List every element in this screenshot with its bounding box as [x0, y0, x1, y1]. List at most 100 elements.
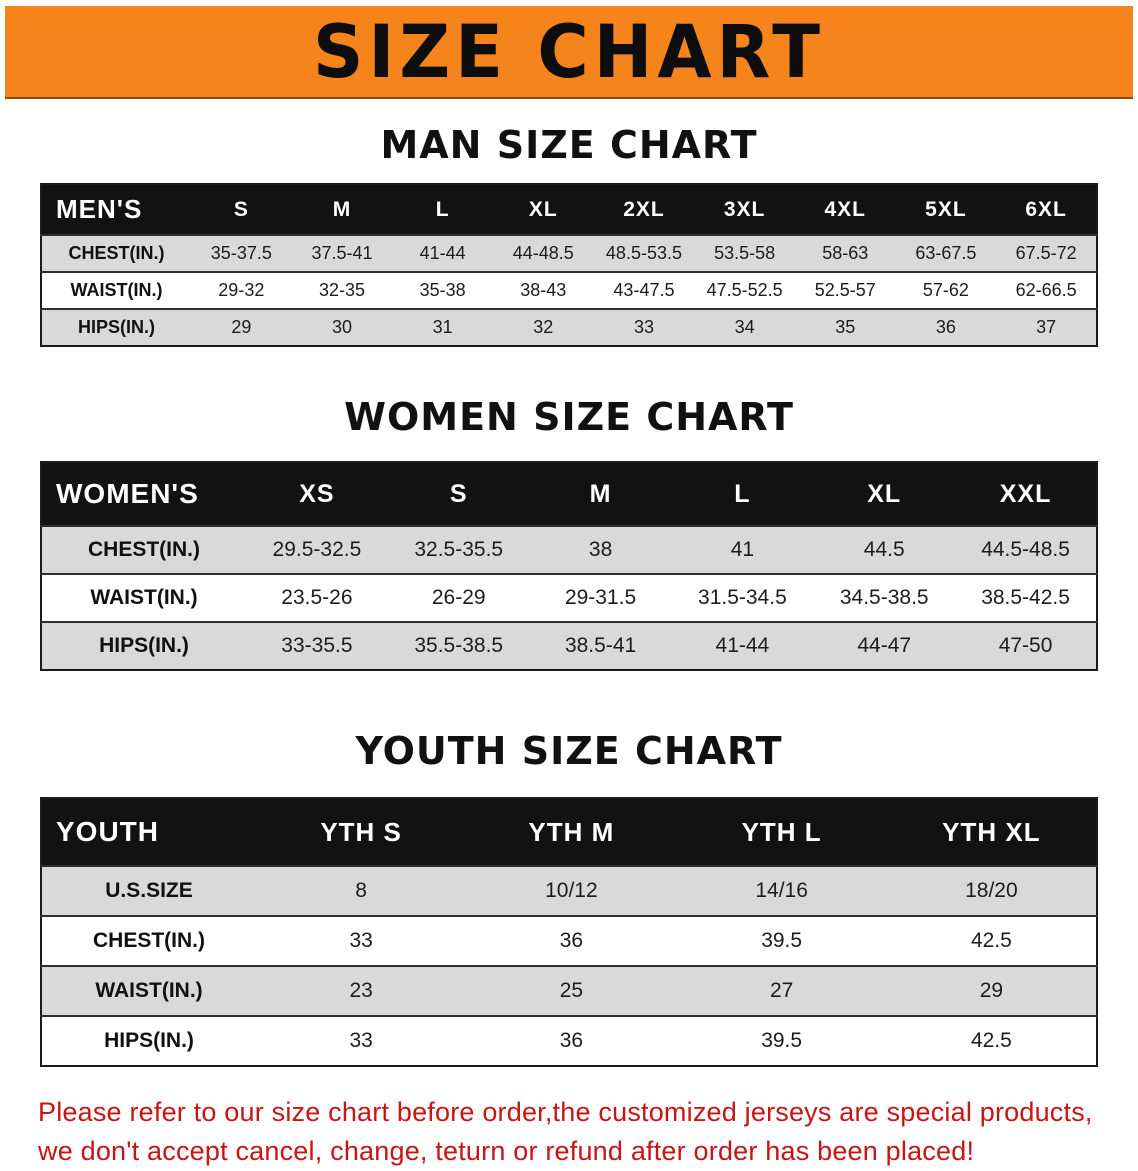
value-cell: 29 [886, 965, 1097, 1016]
table-row: CHEST(IN.) 35-37.5 37.5-41 41-44 44-48.5 48.5… [41, 234, 1097, 272]
value-cell: 38.5-41 [529, 621, 672, 670]
value-cell: 47.5-52.5 [694, 271, 795, 309]
row-label-cell: CHEST(IN.) [41, 525, 246, 574]
size-header-cell: XS [299, 479, 335, 508]
value-cell: 36 [895, 308, 997, 346]
size-header-cell: M [589, 479, 612, 508]
value-cell: 34 [694, 308, 795, 346]
value-cell: 36 [466, 915, 677, 966]
value-cell: 33-35.5 [246, 621, 388, 670]
row-label-cell: WAIST(IN.) [41, 271, 191, 309]
size-header-cell: L [435, 197, 450, 221]
value-cell: 39.5 [676, 915, 887, 966]
value-cell: 26-29 [387, 573, 530, 622]
row-label-cell: HIPS(IN.) [41, 308, 191, 346]
youth-size-section: YOUTH SIZE CHART YOUTH YTH S YTH M YTH L YTH… [0, 729, 1138, 1067]
value-cell: 29 [191, 308, 292, 346]
row-label-cell: U.S.SIZE [41, 865, 256, 916]
value-cell: 27 [676, 965, 887, 1016]
value-cell: 29-31.5 [529, 573, 672, 622]
value-cell: 47-50 [955, 621, 1097, 670]
table-header-row: MEN'S S M L XL 2XL 3XL 4XL 5XL 6XL [41, 184, 1097, 235]
size-header-cell: YTH M [528, 816, 615, 847]
value-cell: 44.5-48.5 [955, 525, 1097, 574]
value-cell: 33 [256, 1015, 467, 1066]
value-cell: 39.5 [676, 1015, 887, 1066]
size-header-cell: 3XL [723, 197, 766, 221]
men-section-heading: MAN SIZE CHART [380, 123, 758, 167]
value-cell: 41-44 [392, 234, 493, 272]
row-label-cell: HIPS(IN.) [41, 1015, 256, 1066]
order-policy-note-line2: we don't accept cancel, change, teturn o… [38, 1136, 975, 1167]
value-cell: 35.5-38.5 [387, 621, 530, 670]
women-size-table: WOMEN'S XS S M L XL XXL CHEST(IN.) 29.5-32.5 32.5… [40, 461, 1098, 671]
size-header-cell: 5XL [925, 197, 967, 221]
value-cell: 35 [794, 308, 896, 346]
value-cell: 18/20 [886, 865, 1097, 916]
value-cell: 32.5-35.5 [387, 525, 530, 574]
value-cell: 32 [492, 308, 594, 346]
row-label-cell: WAIST(IN.) [41, 965, 256, 1016]
value-cell: 63-67.5 [895, 234, 997, 272]
value-cell: 31 [392, 308, 493, 346]
size-header-cell: L [734, 479, 751, 508]
table-title-cell: YOUTH [56, 816, 159, 847]
row-label-cell: HIPS(IN.) [41, 621, 246, 670]
banner-title: SIZE CHART [312, 8, 826, 95]
value-cell: 53.5-58 [694, 234, 795, 272]
size-header-cell: YTH XL [942, 816, 1041, 847]
value-cell: 10/12 [466, 865, 677, 916]
value-cell: 41-44 [671, 621, 814, 670]
value-cell: 33 [593, 308, 695, 346]
size-header-cell: 2XL [623, 197, 665, 221]
table-row: WAIST(IN.) 23 25 27 29 [41, 965, 1097, 1016]
value-cell: 35-38 [392, 271, 493, 309]
value-cell: 8 [256, 865, 467, 916]
size-header-cell: YTH S [320, 816, 402, 847]
table-row: WAIST(IN.) 23.5-26 26-29 29-31.5 31.5-34.5 34… [41, 573, 1097, 622]
women-section-heading: WOMEN SIZE CHART [344, 395, 794, 439]
value-cell: 57-62 [895, 271, 997, 309]
table-row: CHEST(IN.) 29.5-32.5 32.5-35.5 38 41 44.5 44.5… [41, 525, 1097, 574]
value-cell: 38 [529, 525, 672, 574]
value-cell: 62-66.5 [996, 271, 1097, 309]
size-header-cell: S [449, 479, 468, 508]
value-cell: 37 [996, 308, 1097, 346]
value-cell: 25 [466, 965, 677, 1016]
value-cell: 52.5-57 [794, 271, 896, 309]
value-cell: 58-63 [794, 234, 896, 272]
size-header-cell: S [233, 197, 249, 221]
size-header-cell: XL [867, 479, 902, 508]
table-row: HIPS(IN.) 33-35.5 35.5-38.5 38.5-41 41-44 44-… [41, 621, 1097, 670]
value-cell: 29.5-32.5 [246, 525, 388, 574]
table-header-row: WOMEN'S XS S M L XL XXL [41, 462, 1097, 526]
value-cell: 23 [256, 965, 467, 1016]
value-cell: 30 [291, 308, 393, 346]
value-cell: 31.5-34.5 [671, 573, 814, 622]
women-size-section: WOMEN SIZE CHART WOMEN'S XS S M L XL XXL CHEST(… [0, 395, 1138, 671]
youth-section-heading: YOUTH SIZE CHART [355, 729, 783, 773]
table-header-row: YOUTH YTH S YTH M YTH L YTH XL [41, 798, 1097, 866]
men-size-table: MEN'S S M L XL 2XL 3XL 4XL 5XL 6XL CHEST(IN.) 35-37… [40, 183, 1098, 347]
table-title-cell: WOMEN'S [56, 478, 199, 509]
value-cell: 42.5 [886, 915, 1097, 966]
value-cell: 34.5-38.5 [813, 573, 956, 622]
value-cell: 48.5-53.5 [593, 234, 695, 272]
value-cell: 33 [256, 915, 467, 966]
table-row: WAIST(IN.) 29-32 32-35 35-38 38-43 43-47.5 47.… [41, 271, 1097, 309]
size-chart-banner: SIZE CHART [5, 6, 1133, 99]
value-cell: 32-35 [291, 271, 393, 309]
order-policy-note-line1: Please refer to our size chart before or… [38, 1097, 1093, 1127]
size-header-cell: 4XL [824, 197, 867, 221]
table-row: HIPS(IN.) 29 30 31 32 33 34 35 36 37 [41, 308, 1097, 346]
size-header-cell: XL [528, 197, 558, 221]
value-cell: 43-47.5 [593, 271, 695, 309]
row-label-cell: CHEST(IN.) [41, 915, 256, 966]
row-label-cell: WAIST(IN.) [41, 573, 246, 622]
value-cell: 38-43 [492, 271, 594, 309]
row-label-cell: CHEST(IN.) [41, 234, 191, 272]
value-cell: 37.5-41 [291, 234, 393, 272]
youth-size-table: YOUTH YTH S YTH M YTH L YTH XL U.S.SIZE 8 10/12… [40, 797, 1098, 1067]
value-cell: 29-32 [191, 271, 292, 309]
value-cell: 44-47 [813, 621, 956, 670]
